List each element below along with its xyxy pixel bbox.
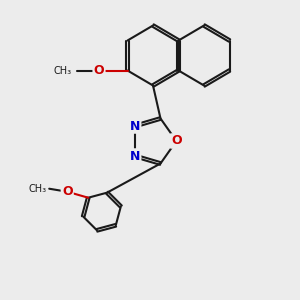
Text: O: O bbox=[62, 185, 73, 198]
Text: CH₃: CH₃ bbox=[54, 65, 72, 76]
Text: N: N bbox=[130, 119, 140, 133]
Text: O: O bbox=[171, 134, 182, 148]
Text: N: N bbox=[130, 149, 140, 163]
Text: O: O bbox=[94, 64, 104, 77]
Text: CH₃: CH₃ bbox=[28, 184, 46, 194]
